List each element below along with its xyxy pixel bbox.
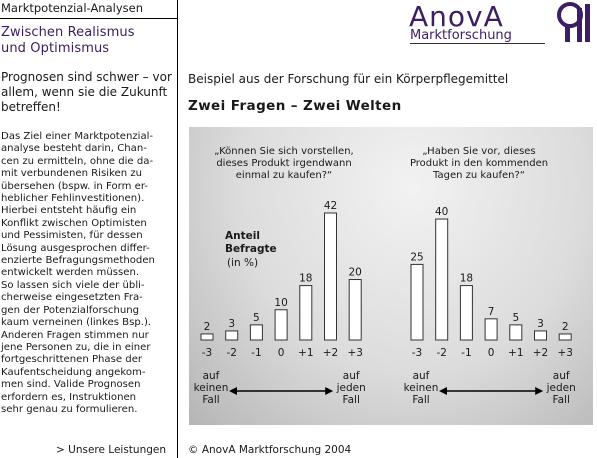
tick-label-c2-5: +2 xyxy=(533,347,548,359)
bar-c2-0 xyxy=(410,263,424,341)
bar-c1-4 xyxy=(299,285,313,341)
tick-label-c2-1: -2 xyxy=(436,347,446,359)
sidebar-title: Zwischen Realismus und Optimismus xyxy=(1,25,135,57)
logo-subtitle: Marktforschung xyxy=(410,28,512,43)
tick-label-c2-3: 0 xyxy=(488,347,495,359)
bar-c2-6 xyxy=(558,333,572,341)
tick-label-c2-4: +1 xyxy=(508,347,523,359)
question-1-line-1: „Können Sie sich vorstellen, xyxy=(214,146,353,157)
scale-left-c1-2: Fall xyxy=(202,394,219,406)
bar-c2-1 xyxy=(435,218,449,341)
tick-label-c1-3: 0 xyxy=(278,347,285,359)
bar-c2-2 xyxy=(459,285,473,341)
section-header: Marktpotenzial-Analysen xyxy=(1,1,144,15)
logo-mark-icon xyxy=(557,2,590,42)
data-label-c1-0: 2 xyxy=(204,321,211,333)
tick-label-c1-0: -3 xyxy=(202,347,212,359)
arrow-right-icon xyxy=(325,387,334,395)
arrow-right-icon xyxy=(535,387,544,395)
main-title: Zwei Fragen – Zwei Welten xyxy=(188,98,402,114)
chart-panel: „Können Sie sich vorstellen, dieses Produ… xyxy=(189,127,593,425)
scale-right-c2-0: auf xyxy=(553,370,570,382)
tick-label-c1-4: +1 xyxy=(298,347,313,359)
ylabel-line-2: Befragte xyxy=(225,243,277,255)
scale-left-c1-0: auf xyxy=(203,370,220,382)
data-label-c1-5: 42 xyxy=(324,200,337,212)
data-label-c2-4: 5 xyxy=(512,312,519,324)
scale-right-c1-0: auf xyxy=(343,370,360,382)
sidebar-lead: Prognosen sind schwer – vor allem, wenn … xyxy=(1,70,172,114)
sidebar-title-line2: und Optimismus xyxy=(1,41,110,56)
tick-label-c1-6: +3 xyxy=(347,347,362,359)
bar-c2-3 xyxy=(484,318,498,341)
data-label-c2-0: 25 xyxy=(410,251,423,263)
scale-right-c1-2: Fall xyxy=(343,394,360,406)
bar-c1-5 xyxy=(324,212,337,341)
tick-label-c2-0: -3 xyxy=(412,347,422,359)
scale-left-c2-1: keinen xyxy=(404,382,439,394)
data-label-c1-2: 5 xyxy=(253,312,260,324)
question-2-line-3: Tagen zu kaufen?“ xyxy=(432,170,525,181)
column-divider xyxy=(177,0,178,458)
ylabel-line-3: (in %) xyxy=(227,257,258,269)
scale-left-c2-0: auf xyxy=(413,370,430,382)
chart-svg: „Können Sie sich vorstellen,dieses Produ… xyxy=(194,146,576,406)
bar-c2-5 xyxy=(534,330,547,341)
data-label-c2-2: 18 xyxy=(460,273,473,285)
arrow-left-icon xyxy=(439,387,447,395)
question-2-line-2: Produkt in den kommenden xyxy=(410,158,548,169)
tick-label-c2-2: -1 xyxy=(461,347,471,359)
question-1-line-3: einmal zu kaufen?“ xyxy=(236,170,332,181)
scale-left-c1-1: keinen xyxy=(194,382,229,394)
tick-label-c1-5: +2 xyxy=(323,347,338,359)
scale-right-c2-2: Fall xyxy=(553,394,570,406)
data-label-c1-4: 18 xyxy=(299,273,312,285)
scale-left-c2-2: Fall xyxy=(412,394,429,406)
bar-c1-1 xyxy=(225,330,239,341)
arrow-left-icon xyxy=(229,387,237,395)
logo-underline xyxy=(410,43,545,44)
bar-c2-4 xyxy=(509,324,523,341)
header-divider xyxy=(0,18,177,19)
copyright: © AnovA Marktforschung 2004 xyxy=(188,444,352,456)
anova-logo[interactable]: AnovA Marktforschung xyxy=(405,0,597,46)
data-label-c2-6: 2 xyxy=(562,321,569,333)
scale-right-c1-1: jeden xyxy=(336,382,366,394)
data-label-c2-1: 40 xyxy=(435,206,448,218)
tick-label-c1-2: -1 xyxy=(251,347,261,359)
sidebar-title-line1: Zwischen Realismus xyxy=(1,25,135,40)
data-label-c1-1: 3 xyxy=(228,318,235,330)
bar-c1-6 xyxy=(348,279,362,341)
sidebar: Marktpotenzial-Analysen Zwischen Realism… xyxy=(0,0,177,458)
question-1-line-2: dieses Produkt irgendwann xyxy=(216,158,351,169)
data-label-c2-3: 7 xyxy=(488,306,495,318)
tick-label-c2-6: +3 xyxy=(557,347,572,359)
bar-c1-3 xyxy=(274,309,288,341)
data-label-c2-5: 3 xyxy=(537,318,544,330)
bar-c1-2 xyxy=(249,324,263,341)
tick-label-c1-1: -2 xyxy=(226,347,236,359)
sidebar-body-text: Das Ziel einer Marktpotenzial- analyse b… xyxy=(1,131,155,415)
data-label-c1-6: 20 xyxy=(349,267,362,279)
services-link[interactable]: > Unsere Leistungen xyxy=(56,444,167,456)
scale-right-c2-1: jeden xyxy=(546,382,576,394)
bar-c1-0 xyxy=(200,333,214,341)
ylabel-line-1: Anteil xyxy=(225,230,260,242)
data-label-c1-3: 10 xyxy=(274,297,287,309)
main-subtitle: Beispiel aus der Forschung für ein Körpe… xyxy=(188,72,509,86)
question-2-line-1: „Haben Sie vor, dieses xyxy=(422,146,535,157)
logo-name: AnovA xyxy=(409,0,504,33)
